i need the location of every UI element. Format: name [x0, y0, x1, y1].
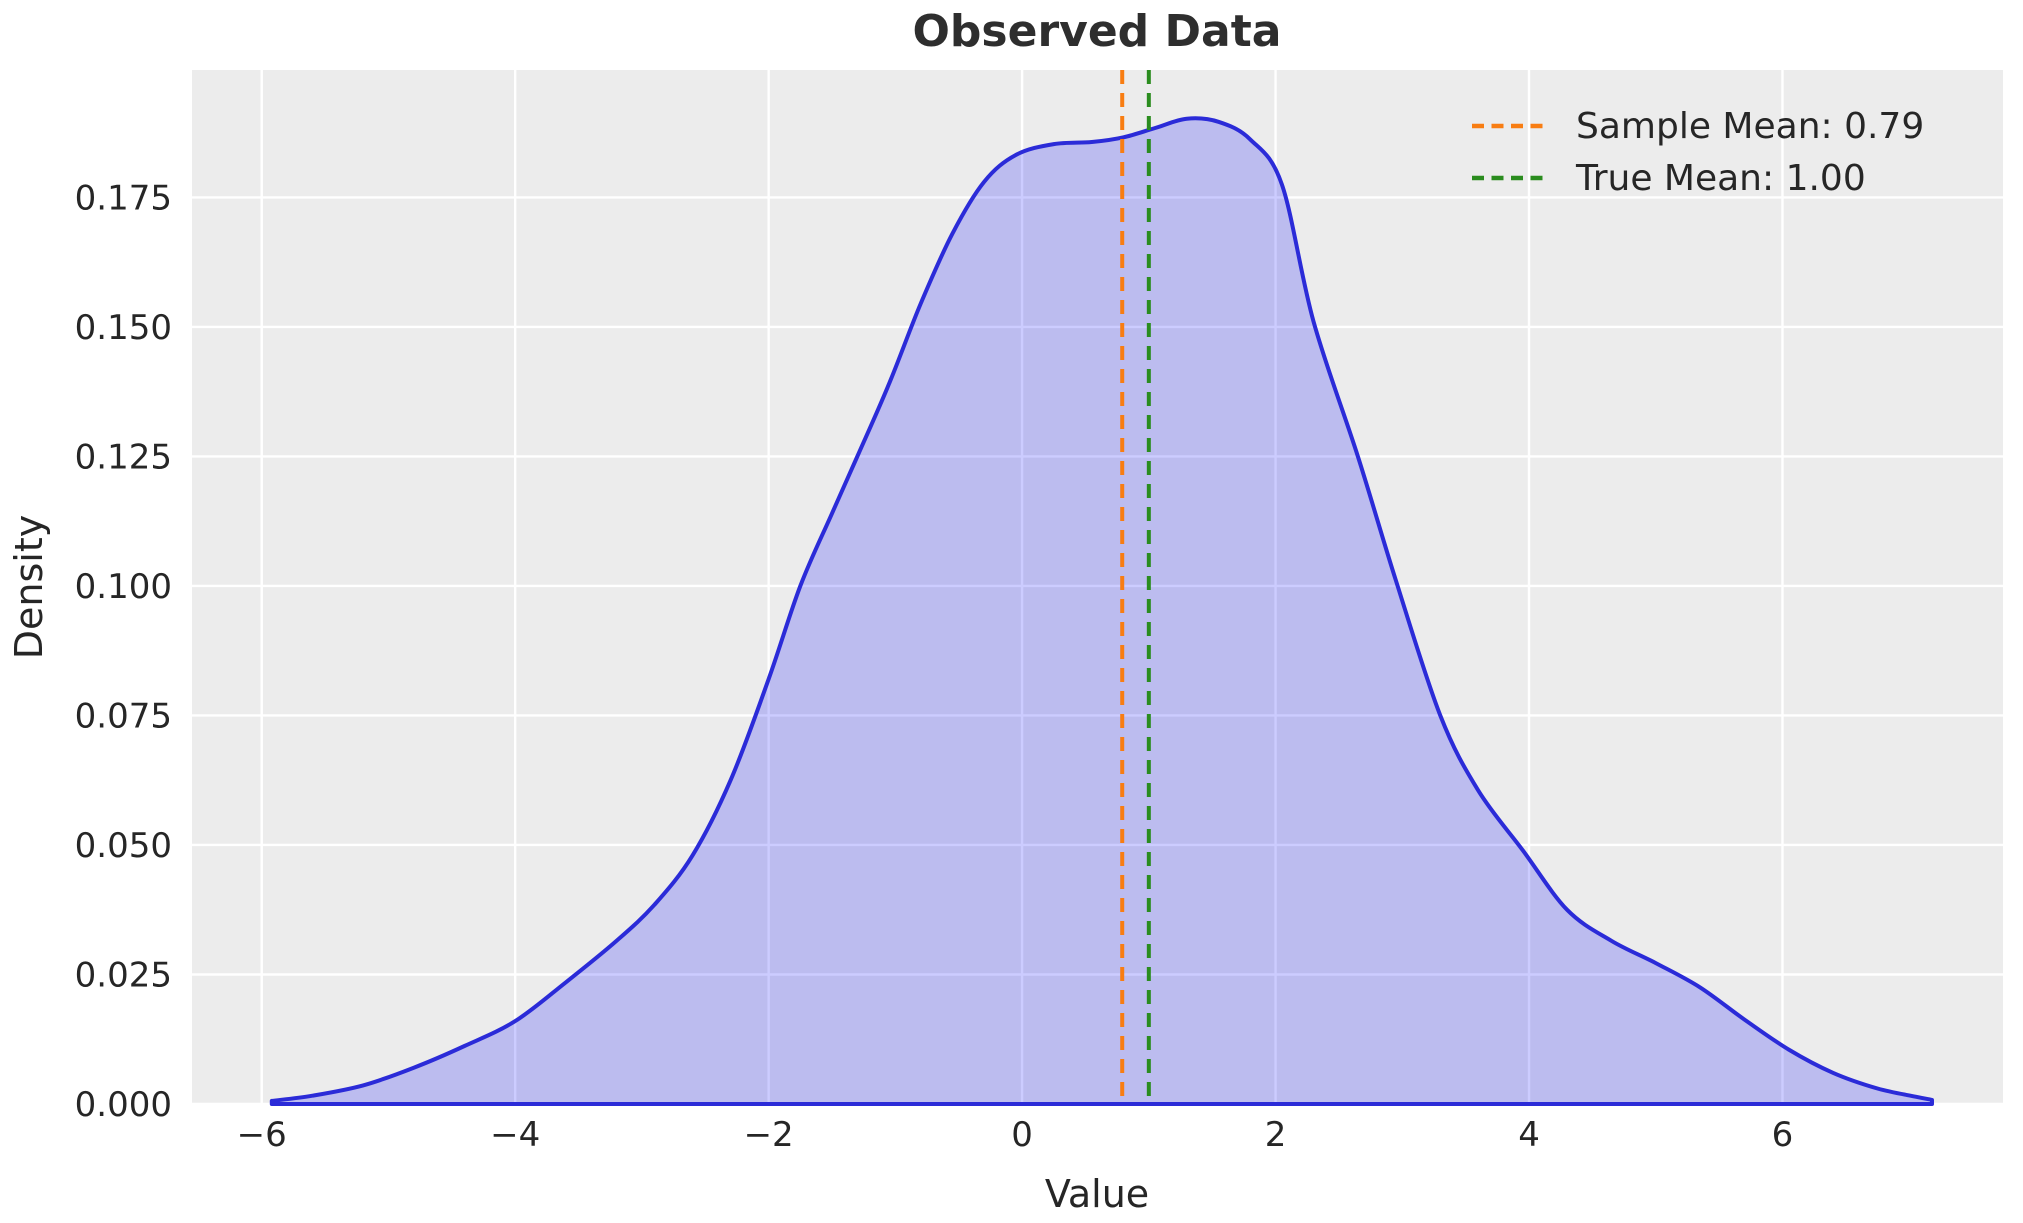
y-tick-label: 0.075 — [75, 696, 172, 736]
x-tick-label: −4 — [490, 1115, 540, 1155]
sample-mean-dash-swatch — [1472, 123, 1546, 129]
x-tick-label: 6 — [1772, 1115, 1794, 1155]
x-tick-label: 4 — [1518, 1115, 1540, 1155]
x-axis-label: Value — [1045, 1172, 1149, 1216]
y-axis-tick-labels: 0.000 0.025 0.050 0.075 0.100 0.125 0.150 0.175 — [75, 178, 172, 1125]
y-tick-label: 0.050 — [75, 826, 172, 866]
x-tick-label: −2 — [744, 1115, 794, 1155]
legend: Sample Mean: 0.79 True Mean: 1.00 — [1470, 100, 1924, 204]
y-tick-label: 0.175 — [75, 178, 172, 218]
y-tick-label: 0.025 — [75, 955, 172, 995]
y-tick-label: 0.125 — [75, 437, 172, 477]
y-tick-label: 0.100 — [75, 567, 172, 607]
kde-curve — [269, 116, 1934, 1106]
legend-item-true-mean: True Mean: 1.00 — [1470, 152, 1924, 204]
legend-label-true-mean: True Mean: 1.00 — [1576, 157, 1866, 199]
legend-label-sample-mean: Sample Mean: 0.79 — [1576, 105, 1925, 147]
chart-title: Observed Data — [913, 6, 1282, 57]
x-tick-label: 0 — [1011, 1115, 1033, 1155]
y-tick-label: 0.150 — [75, 308, 172, 348]
mean-vlines — [1120, 70, 1151, 1104]
y-axis-label: Density — [7, 515, 51, 659]
x-tick-label: 2 — [1265, 1115, 1287, 1155]
true-mean-dash-swatch — [1472, 175, 1546, 181]
x-tick-label: −6 — [237, 1115, 287, 1155]
x-axis-tick-labels: −6 −4 −2 0 2 4 6 — [237, 1115, 1794, 1155]
y-tick-label: 0.000 — [75, 1085, 172, 1125]
legend-item-sample-mean: Sample Mean: 0.79 — [1470, 100, 1924, 152]
